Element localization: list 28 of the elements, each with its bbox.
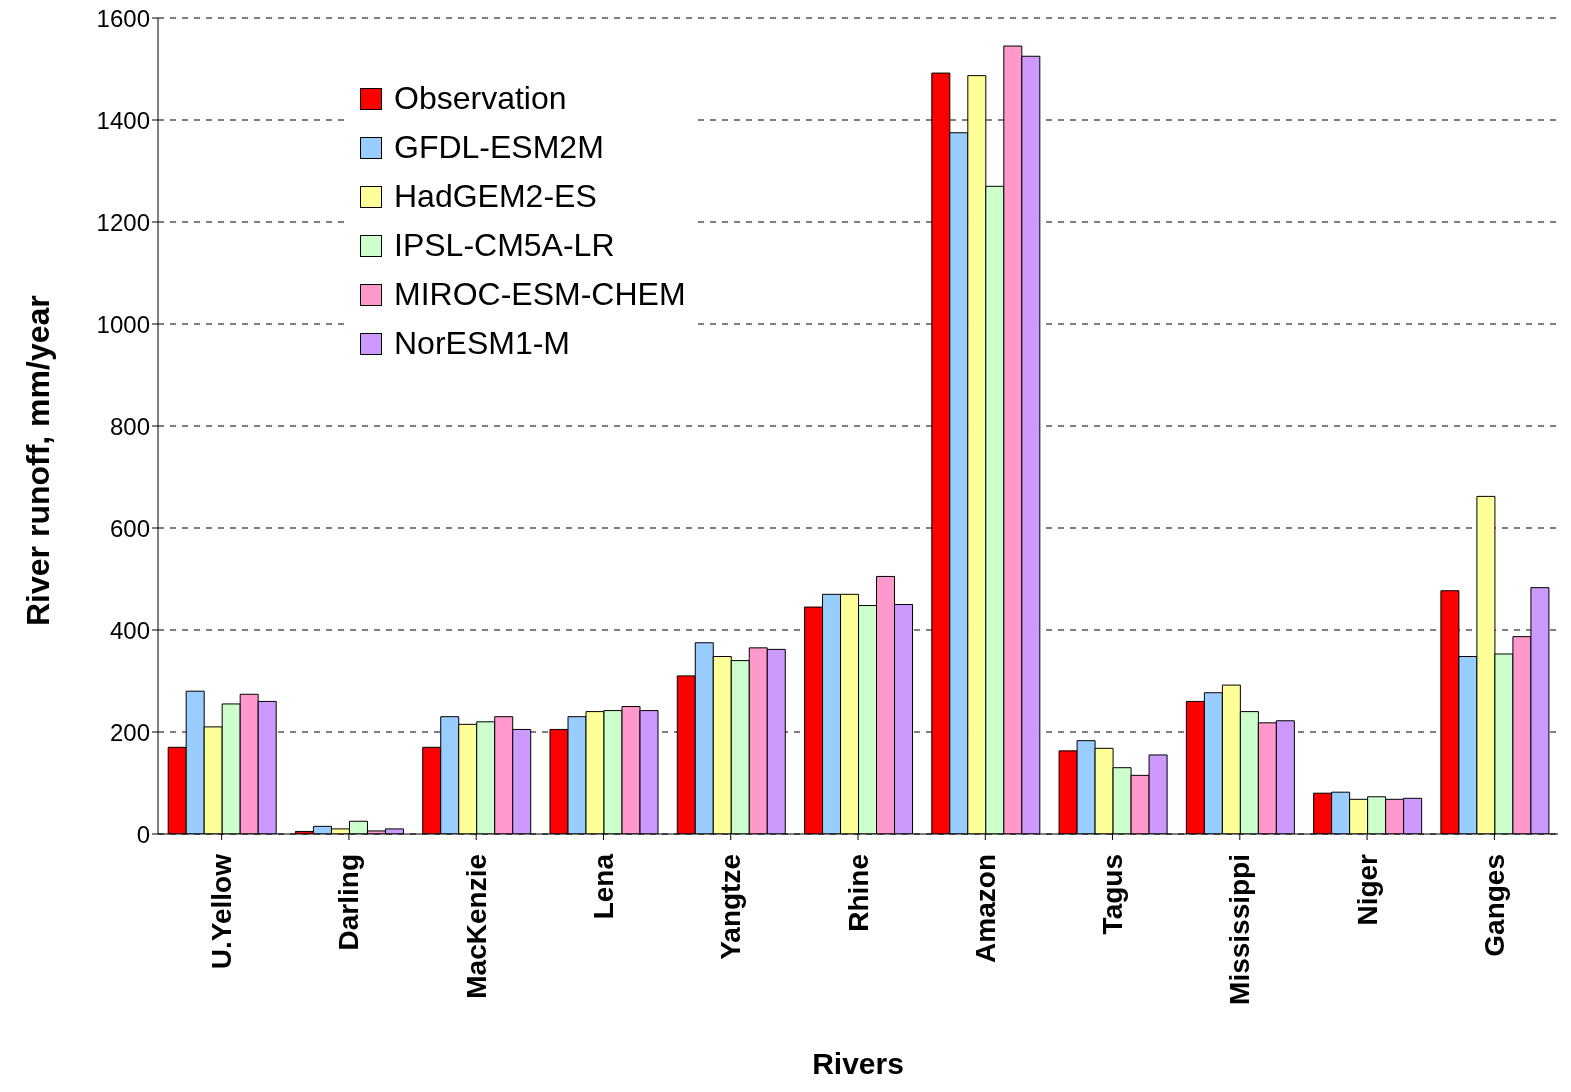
y-tick-label: 1400 — [96, 106, 150, 134]
x-tick-label: Tagus — [1097, 854, 1129, 935]
y-axis-title: River runoff, mm/year — [20, 295, 57, 626]
y-tick-label: 200 — [109, 718, 150, 746]
x-tick-label: Rhine — [842, 854, 874, 932]
x-tick-label: MacKenzie — [460, 854, 492, 999]
x-tick-label: U.Yellow — [206, 853, 238, 970]
x-tick-label: Amazon — [969, 854, 1001, 963]
legend-label: Observation — [394, 80, 567, 117]
x-tick-label: Lena — [587, 853, 619, 920]
y-tick-label: 0 — [136, 820, 150, 848]
y-tick-label: 1000 — [96, 310, 150, 338]
x-tick-label: Mississippi — [1224, 854, 1256, 1005]
x-tick-label: Yangtze — [715, 854, 747, 960]
x-tick-label: Ganges — [1478, 854, 1510, 957]
y-tick-label: 800 — [109, 412, 150, 440]
y-tick-label: 400 — [109, 616, 150, 644]
legend-label: MIROC-ESM-CHEM — [394, 276, 686, 313]
x-axis-title: Rivers — [812, 1047, 904, 1080]
legend-label: NorESM1-M — [394, 325, 571, 362]
legend-label: IPSL-CM5A-LR — [394, 227, 615, 264]
y-tick-label: 600 — [109, 514, 150, 542]
y-tick-label: 1600 — [96, 4, 150, 32]
y-tick-label: 1200 — [96, 208, 150, 236]
legend-label: GFDL-ESM2M — [394, 129, 604, 166]
x-tick-label: Darling — [333, 854, 365, 951]
legend-label: HadGEM2-ES — [394, 178, 597, 215]
x-tick-label: Niger — [1351, 853, 1383, 926]
